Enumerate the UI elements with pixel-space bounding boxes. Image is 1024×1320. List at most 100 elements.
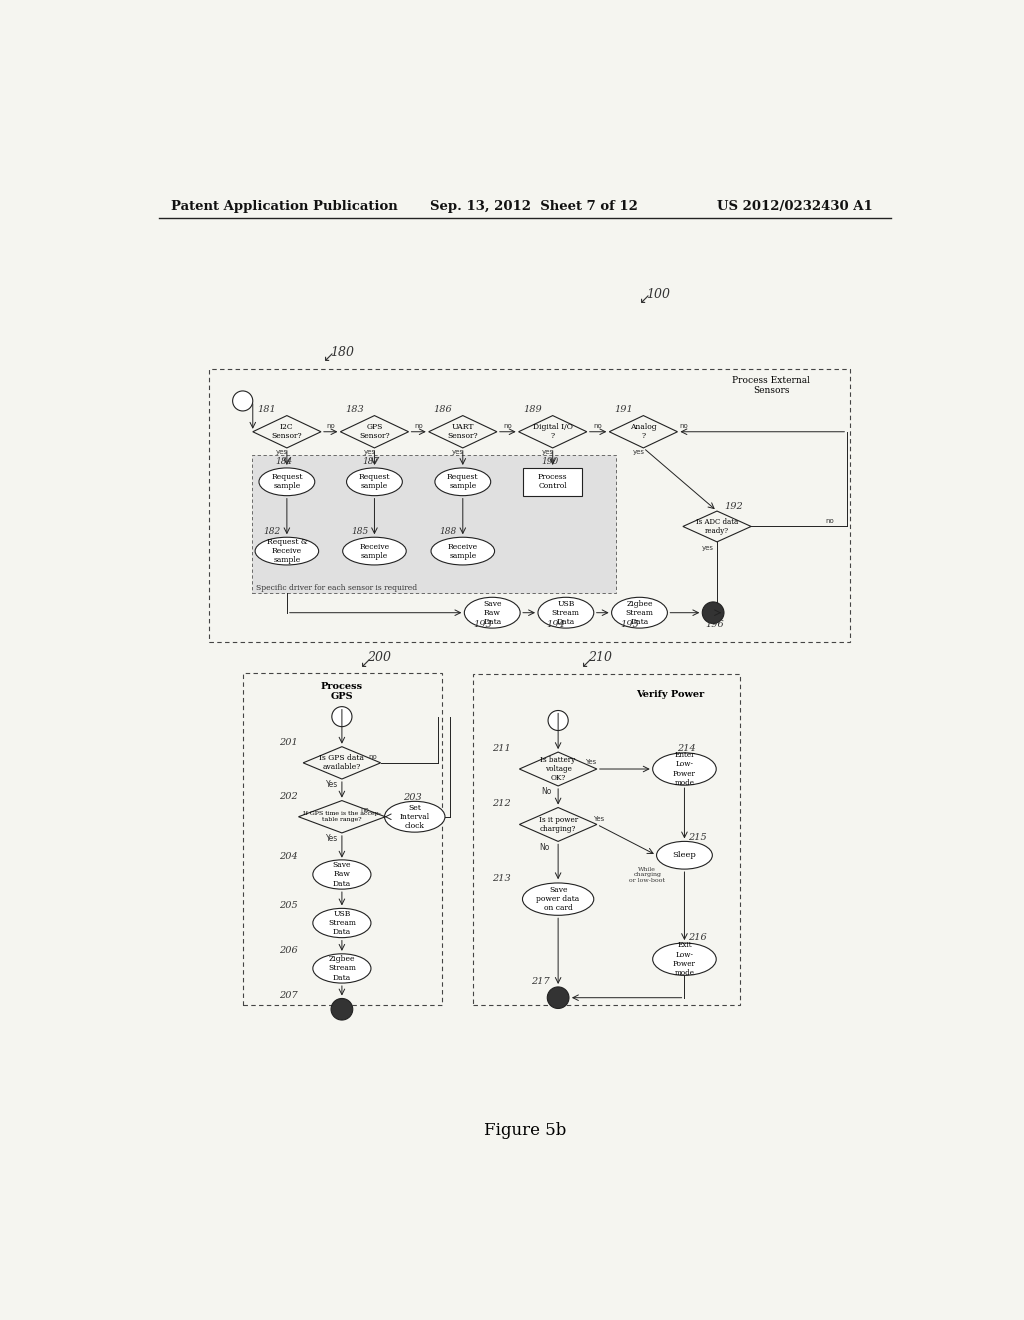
Text: Yes: Yes bbox=[593, 816, 604, 821]
Text: $\swarrow$: $\swarrow$ bbox=[636, 292, 650, 306]
Ellipse shape bbox=[346, 469, 402, 496]
Text: Save
Raw
Data: Save Raw Data bbox=[333, 862, 351, 888]
Text: no: no bbox=[415, 422, 423, 429]
Text: 100: 100 bbox=[646, 288, 670, 301]
Text: Is GPS data
available?: Is GPS data available? bbox=[319, 754, 365, 771]
FancyBboxPatch shape bbox=[523, 469, 583, 496]
Text: yes: yes bbox=[542, 449, 554, 455]
Text: Process External
Sensors: Process External Sensors bbox=[732, 376, 810, 395]
Text: Save
Raw
Data: Save Raw Data bbox=[483, 599, 502, 626]
FancyBboxPatch shape bbox=[252, 455, 616, 594]
Text: 188: 188 bbox=[439, 527, 457, 536]
Text: Process
GPS: Process GPS bbox=[321, 681, 362, 701]
Ellipse shape bbox=[652, 752, 716, 785]
Text: no: no bbox=[825, 517, 835, 524]
Text: $\swarrow$: $\swarrow$ bbox=[578, 656, 592, 669]
Text: 204: 204 bbox=[280, 853, 298, 861]
Ellipse shape bbox=[538, 597, 594, 628]
Text: no: no bbox=[369, 754, 377, 760]
Text: USB
Stream
Data: USB Stream Data bbox=[552, 599, 580, 626]
Text: No: No bbox=[541, 788, 552, 796]
Circle shape bbox=[547, 987, 569, 1008]
Text: 194: 194 bbox=[547, 619, 565, 628]
Circle shape bbox=[332, 706, 352, 726]
Text: yes: yes bbox=[452, 449, 464, 455]
Text: yes: yes bbox=[701, 545, 714, 550]
Text: yes: yes bbox=[364, 449, 376, 455]
Text: $\swarrow$: $\swarrow$ bbox=[356, 656, 371, 669]
Text: 203: 203 bbox=[403, 793, 422, 801]
Text: no: no bbox=[360, 807, 370, 813]
Text: no: no bbox=[680, 422, 688, 429]
Text: yes: yes bbox=[276, 449, 288, 455]
Text: 182: 182 bbox=[263, 527, 281, 536]
Text: yes: yes bbox=[633, 449, 644, 455]
Text: 213: 213 bbox=[493, 874, 511, 883]
Circle shape bbox=[548, 710, 568, 730]
Text: Request &
Receive
sample: Request & Receive sample bbox=[266, 539, 307, 565]
Ellipse shape bbox=[313, 908, 371, 937]
Text: 186: 186 bbox=[433, 405, 453, 414]
Text: 181: 181 bbox=[257, 405, 276, 414]
Text: 196: 196 bbox=[706, 619, 724, 628]
Text: UART
Sensor?: UART Sensor? bbox=[447, 424, 478, 441]
Text: 202: 202 bbox=[280, 792, 298, 801]
Text: 215: 215 bbox=[688, 833, 708, 842]
Text: Save
power data
on card: Save power data on card bbox=[537, 886, 580, 912]
Ellipse shape bbox=[259, 469, 314, 496]
Text: $\swarrow$: $\swarrow$ bbox=[321, 350, 335, 364]
Text: Exit
Low-
Power
mode: Exit Low- Power mode bbox=[673, 941, 696, 977]
Text: GPS
Sensor?: GPS Sensor? bbox=[359, 424, 390, 441]
Text: 214: 214 bbox=[677, 743, 695, 752]
Text: Yes: Yes bbox=[326, 834, 338, 843]
Text: 211: 211 bbox=[493, 743, 511, 752]
Ellipse shape bbox=[313, 954, 371, 983]
Text: 210: 210 bbox=[588, 651, 611, 664]
Ellipse shape bbox=[464, 597, 520, 628]
Text: 191: 191 bbox=[614, 405, 633, 414]
Ellipse shape bbox=[652, 942, 716, 975]
Ellipse shape bbox=[522, 883, 594, 915]
Text: Verify Power: Verify Power bbox=[636, 690, 705, 698]
Text: Zigbee
Stream
Data: Zigbee Stream Data bbox=[328, 956, 356, 982]
Text: 183: 183 bbox=[345, 405, 364, 414]
Text: 189: 189 bbox=[523, 405, 542, 414]
Text: If GPS time is the accep-
table range?: If GPS time is the accep- table range? bbox=[303, 812, 381, 822]
Text: I2C
Sensor?: I2C Sensor? bbox=[271, 424, 302, 441]
Text: 193: 193 bbox=[473, 619, 492, 628]
Text: Request
sample: Request sample bbox=[447, 473, 478, 491]
Text: Digital I/O
?: Digital I/O ? bbox=[532, 424, 572, 441]
Ellipse shape bbox=[313, 859, 371, 890]
Text: Process
Control: Process Control bbox=[538, 473, 567, 491]
Text: USB
Stream
Data: USB Stream Data bbox=[328, 909, 356, 936]
Text: Analog
?: Analog ? bbox=[630, 424, 656, 441]
Text: Zigbee
Stream
Data: Zigbee Stream Data bbox=[626, 599, 653, 626]
Ellipse shape bbox=[255, 537, 318, 565]
Text: Sleep: Sleep bbox=[673, 851, 696, 859]
Text: 180: 180 bbox=[331, 346, 354, 359]
Text: 184: 184 bbox=[275, 457, 293, 466]
Text: US 2012/0232430 A1: US 2012/0232430 A1 bbox=[717, 199, 872, 213]
Text: Request
sample: Request sample bbox=[358, 473, 390, 491]
Text: 185: 185 bbox=[351, 527, 369, 536]
Text: 187: 187 bbox=[362, 457, 380, 466]
Text: 212: 212 bbox=[493, 799, 511, 808]
Text: Receive
sample: Receive sample bbox=[359, 543, 389, 560]
Circle shape bbox=[232, 391, 253, 411]
Text: 200: 200 bbox=[367, 651, 391, 664]
Ellipse shape bbox=[385, 801, 445, 832]
Text: No: No bbox=[539, 843, 549, 851]
Text: no: no bbox=[594, 422, 602, 429]
Text: 190: 190 bbox=[541, 457, 558, 466]
Text: Request
sample: Request sample bbox=[271, 473, 303, 491]
Text: Is ADC data
ready?: Is ADC data ready? bbox=[696, 517, 738, 535]
Text: Yes: Yes bbox=[326, 780, 338, 789]
Ellipse shape bbox=[435, 469, 490, 496]
Text: 207: 207 bbox=[280, 991, 298, 999]
Text: 206: 206 bbox=[280, 946, 298, 956]
Text: 195: 195 bbox=[621, 619, 639, 628]
Ellipse shape bbox=[431, 537, 495, 565]
Circle shape bbox=[331, 998, 352, 1020]
Text: Receive
sample: Receive sample bbox=[447, 543, 478, 560]
Text: no: no bbox=[327, 422, 335, 429]
